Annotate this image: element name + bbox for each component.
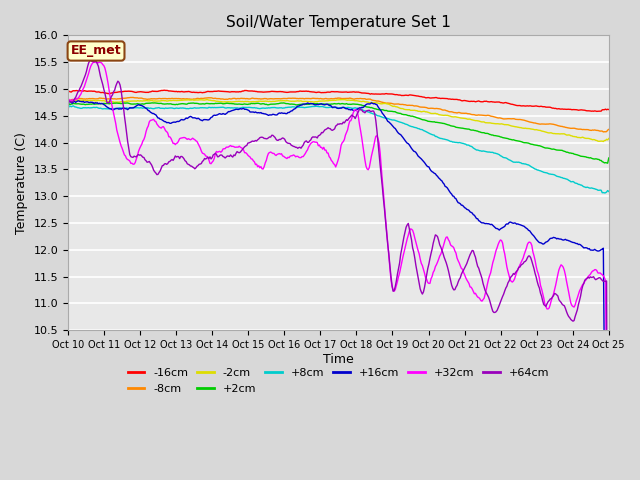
+8cm [322, 105, 330, 110]
-2cm [593, 138, 601, 144]
+8cm [358, 106, 365, 112]
Line: -2cm: -2cm [68, 99, 609, 142]
+16cm [325, 103, 333, 108]
+16cm [593, 248, 601, 253]
-2cm [387, 103, 395, 108]
+32cm [358, 134, 365, 140]
+64cm [593, 276, 601, 282]
+32cm [322, 147, 330, 153]
+64cm [87, 57, 95, 63]
-16cm [387, 91, 395, 97]
+2cm [151, 100, 159, 106]
Line: +64cm: +64cm [68, 60, 609, 480]
-8cm [600, 129, 607, 135]
+32cm [387, 276, 395, 282]
+8cm [387, 117, 395, 122]
X-axis label: Time: Time [323, 353, 354, 366]
+8cm [64, 107, 72, 112]
+2cm [604, 160, 611, 166]
Line: -8cm: -8cm [68, 97, 609, 132]
-8cm [64, 97, 72, 103]
-16cm [594, 108, 602, 114]
+2cm [322, 101, 330, 107]
+32cm [593, 268, 601, 274]
+16cm [508, 220, 516, 226]
-2cm [64, 100, 72, 106]
+16cm [64, 103, 72, 108]
+2cm [358, 102, 365, 108]
+8cm [600, 190, 608, 196]
Line: +16cm: +16cm [68, 101, 609, 480]
-16cm [593, 108, 601, 114]
+8cm [605, 189, 612, 194]
-2cm [324, 98, 332, 104]
-8cm [605, 127, 612, 132]
+16cm [358, 105, 365, 110]
+64cm [325, 126, 333, 132]
-16cm [161, 87, 168, 93]
+16cm [387, 121, 395, 127]
-16cm [64, 89, 72, 95]
+64cm [358, 107, 365, 113]
+2cm [64, 102, 72, 108]
+64cm [64, 99, 72, 105]
+64cm [508, 273, 516, 278]
+16cm [322, 101, 330, 107]
+8cm [325, 105, 333, 110]
+8cm [70, 103, 77, 109]
+16cm [65, 98, 73, 104]
+32cm [325, 154, 333, 159]
+32cm [92, 59, 99, 65]
-2cm [340, 96, 348, 102]
Legend: -16cm, -8cm, -2cm, +2cm, +8cm, +16cm, +32cm, +64cm: -16cm, -8cm, -2cm, +2cm, +8cm, +16cm, +3… [124, 364, 554, 398]
Y-axis label: Temperature (C): Temperature (C) [15, 132, 28, 234]
-16cm [358, 90, 365, 96]
-8cm [129, 95, 137, 100]
-8cm [508, 116, 516, 121]
-16cm [322, 90, 330, 96]
+8cm [508, 159, 516, 165]
+64cm [387, 273, 395, 279]
-8cm [322, 96, 330, 101]
-2cm [508, 123, 516, 129]
Text: EE_met: EE_met [71, 45, 122, 58]
+8cm [593, 187, 601, 192]
-16cm [325, 89, 333, 95]
Line: -16cm: -16cm [68, 90, 609, 111]
-2cm [600, 139, 607, 144]
+32cm [508, 279, 516, 285]
-16cm [605, 107, 612, 112]
Line: +2cm: +2cm [68, 103, 609, 163]
+2cm [508, 137, 516, 143]
-2cm [358, 99, 365, 105]
+2cm [325, 101, 333, 107]
Title: Soil/Water Temperature Set 1: Soil/Water Temperature Set 1 [226, 15, 451, 30]
+2cm [387, 108, 395, 114]
-8cm [325, 96, 333, 102]
+32cm [64, 95, 72, 101]
+64cm [322, 126, 330, 132]
-2cm [321, 98, 329, 104]
-8cm [593, 128, 601, 133]
+2cm [593, 156, 601, 162]
-8cm [358, 96, 365, 102]
Line: +8cm: +8cm [68, 106, 609, 193]
Line: +32cm: +32cm [68, 62, 609, 480]
-2cm [605, 136, 612, 142]
-8cm [387, 100, 395, 106]
-16cm [508, 101, 516, 107]
+2cm [605, 155, 612, 161]
